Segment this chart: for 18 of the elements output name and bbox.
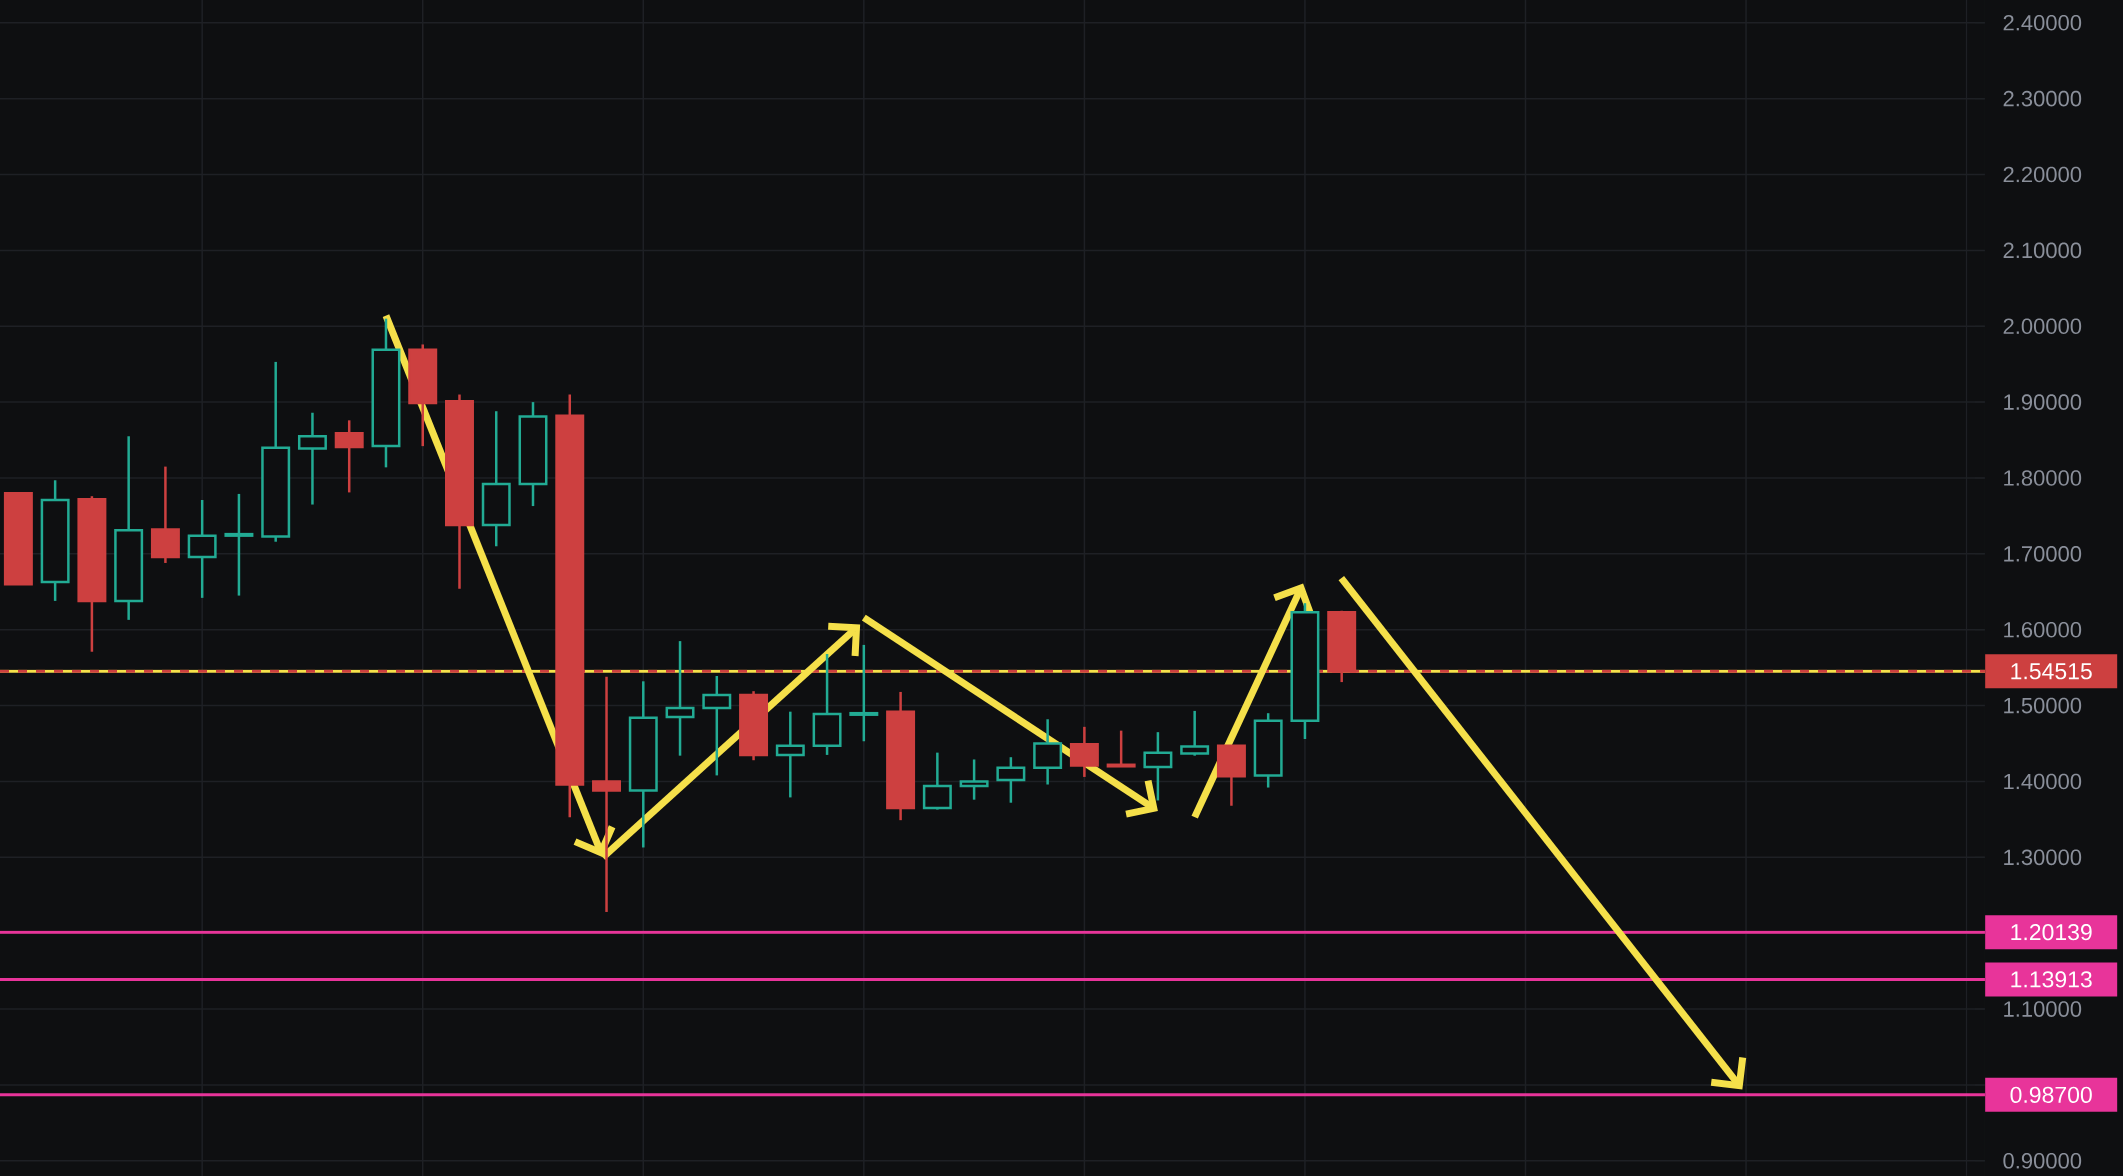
y-tick-label: 1.50000 bbox=[2004, 697, 2082, 714]
ref-line-label: 1.54515 bbox=[2011, 663, 2092, 680]
y-tick-label: 1.40000 bbox=[2004, 773, 2082, 790]
y-tick-label: 2.40000 bbox=[2003, 14, 2082, 31]
y-tick-label: 1.80000 bbox=[2004, 470, 2082, 486]
y-tick-label: 0.90000 bbox=[2003, 1153, 2082, 1169]
y-tick-label: 2.00000 bbox=[2003, 318, 2082, 335]
ref-line-label: 0.98700 bbox=[2010, 1086, 2092, 1103]
y-tick-label: 2.10000 bbox=[2003, 242, 2082, 259]
y-tick-label: 1.10000 bbox=[2004, 1001, 2082, 1017]
ref-line-label: 1.20139 bbox=[2011, 924, 2092, 941]
y-tick-label: 1.60000 bbox=[2004, 621, 2082, 638]
y-tick-label: 1.30000 bbox=[2004, 849, 2082, 866]
y-tick-label: 2.30000 bbox=[2003, 90, 2082, 107]
y-tick-label: 2.20000 bbox=[2003, 166, 2082, 183]
y-tick-label: 1.70000 bbox=[2004, 546, 2082, 562]
ref-line-label: 1.13913 bbox=[2011, 971, 2092, 988]
y-tick-label: 1.90000 bbox=[2004, 394, 2082, 410]
